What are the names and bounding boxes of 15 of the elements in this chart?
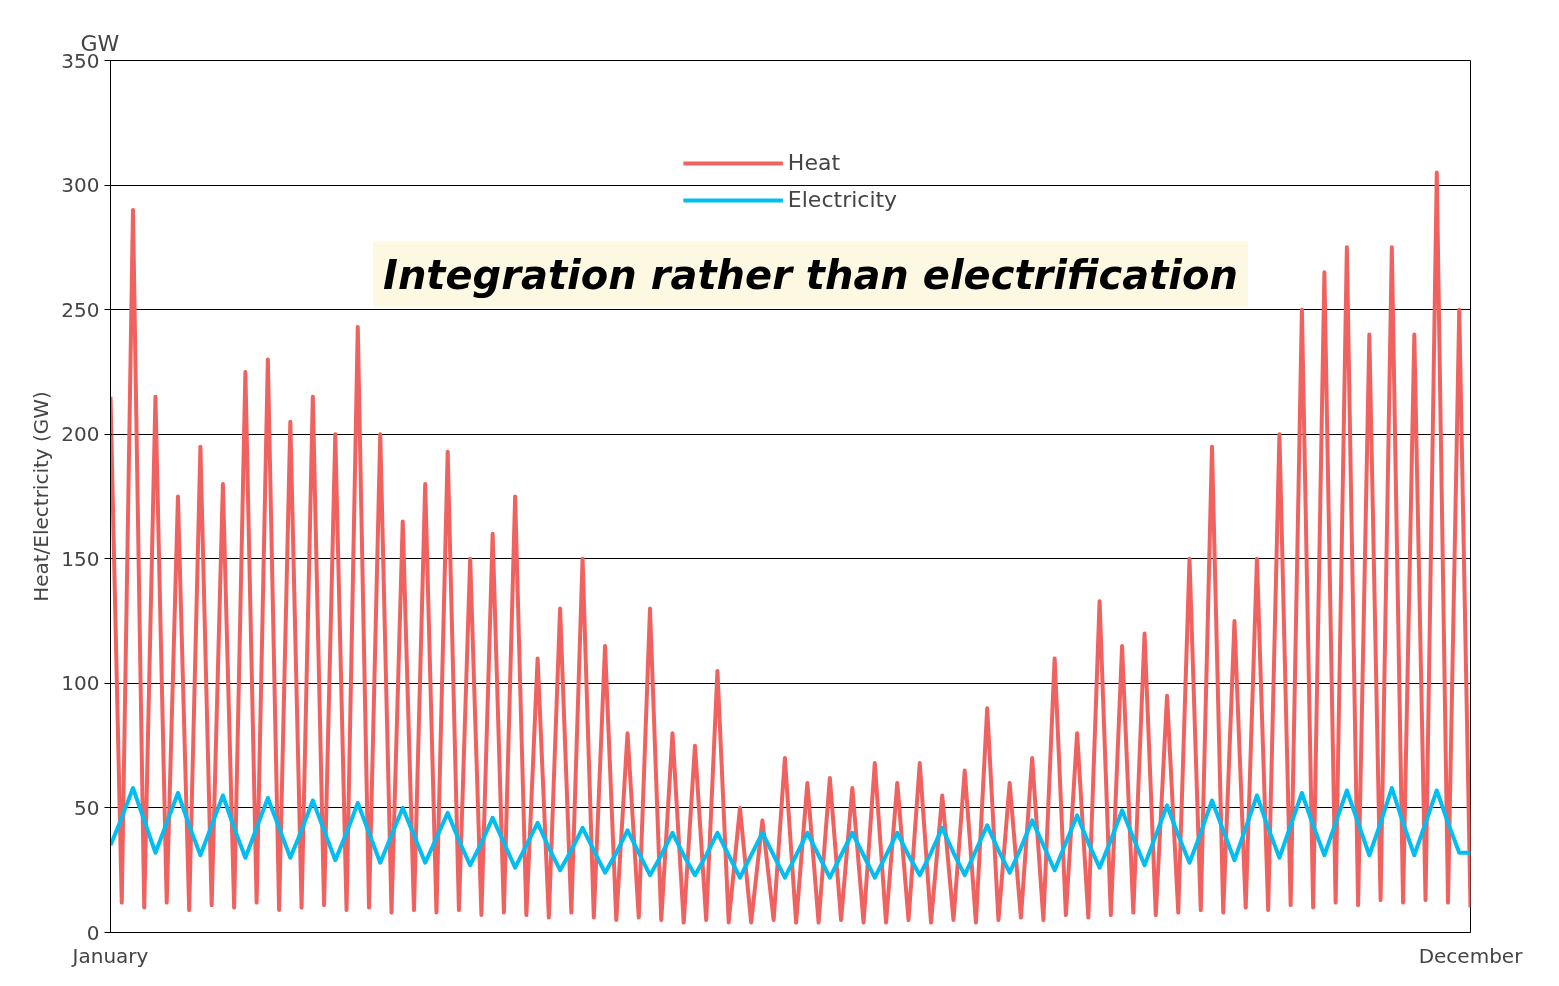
y-tick-label: 50 xyxy=(74,795,100,820)
line-series xyxy=(110,170,1471,925)
annotation: Integration rather than electrification xyxy=(383,251,1238,298)
legend-label: Heat xyxy=(787,150,841,175)
line-series xyxy=(110,786,1471,880)
y-tick-label: 0 xyxy=(86,920,100,945)
y-tick-label: 250 xyxy=(61,297,100,322)
y-axis-title: Heat/Electricity (GW) xyxy=(29,391,54,602)
x-tick-label: January xyxy=(70,943,149,968)
legend-label: Electricity xyxy=(787,187,898,212)
y-tick-label: 150 xyxy=(61,546,100,571)
y-tick-label: 300 xyxy=(61,173,100,198)
x-tick-label: December xyxy=(1418,943,1524,968)
y-tick-label: 200 xyxy=(61,422,100,447)
y-tick-label: 100 xyxy=(61,671,100,696)
